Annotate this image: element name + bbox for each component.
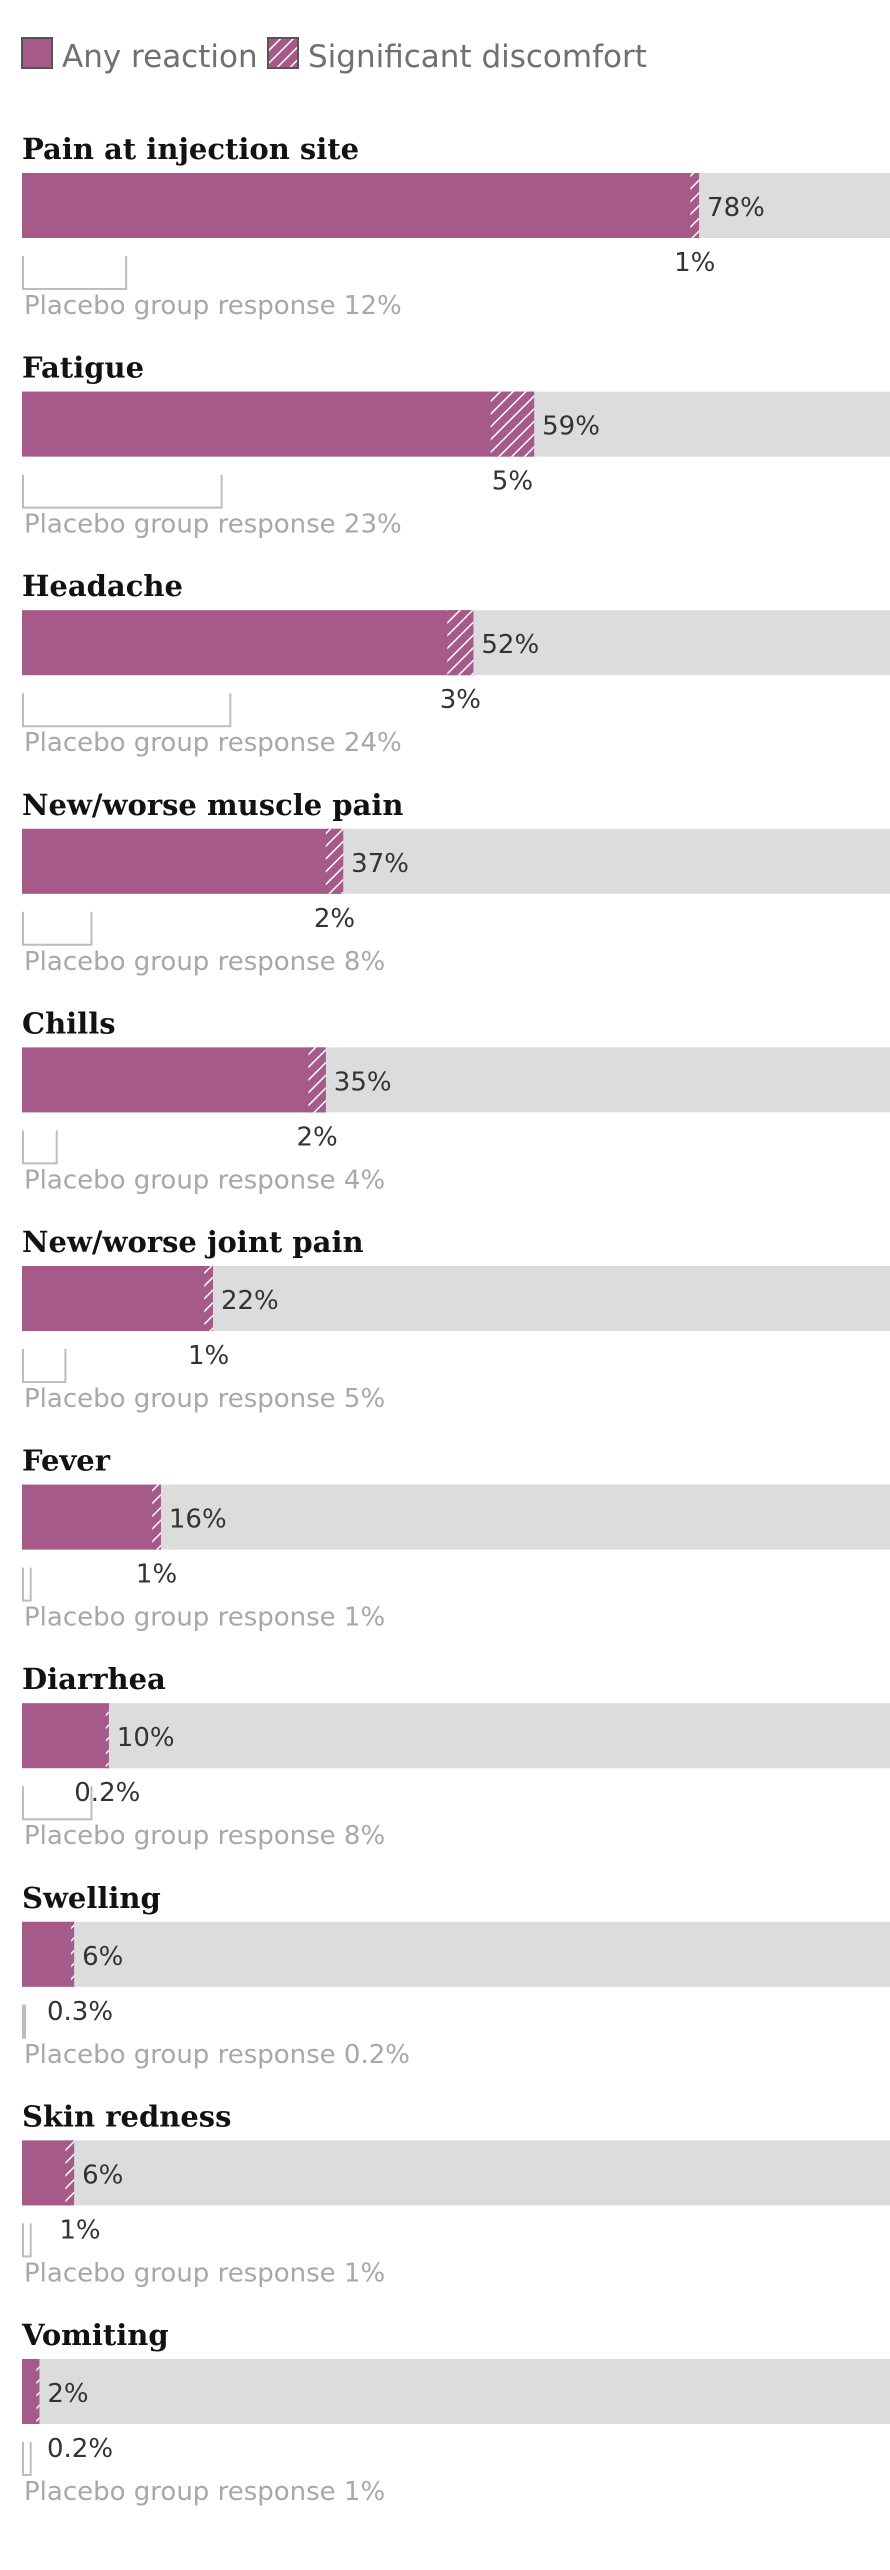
bar-any-reaction (22, 173, 700, 238)
value-label-discomfort: 5% (492, 467, 533, 497)
bar-significant-discomfort (447, 610, 474, 676)
bar-track (22, 2140, 890, 2206)
category-label: Pain at injection site (22, 132, 359, 166)
placebo-label: Placebo group response 0.2% (24, 2040, 410, 2070)
category-label: Fatigue (22, 351, 144, 385)
value-label-any-reaction: 59% (542, 412, 600, 442)
bar-any-reaction (22, 1266, 213, 1331)
placebo-bracket (22, 474, 223, 509)
value-label-discomfort: 1% (188, 1341, 229, 1371)
legend-label-any-reaction: Any reaction (62, 39, 258, 75)
category-label: New/worse joint pain (22, 1225, 364, 1259)
bar-any-reaction (22, 1703, 109, 1769)
value-label-any-reaction: 22% (221, 1286, 279, 1316)
value-label-discomfort: 1% (59, 2215, 100, 2245)
value-label-any-reaction: 37% (351, 849, 409, 879)
bar-any-reaction (22, 2359, 40, 2424)
bar-significant-discomfort (204, 1266, 213, 1331)
placebo-bracket (22, 1349, 67, 1383)
placebo-bracket (22, 256, 128, 290)
placebo-label: Placebo group response 8% (24, 1821, 385, 1851)
legend: Any reaction Significant discomfort (21, 37, 647, 75)
value-label-discomfort: 0.2% (47, 2434, 113, 2464)
placebo-label: Placebo group response 1% (24, 1603, 385, 1633)
bar-significant-discomfort (152, 1484, 161, 1550)
value-label-any-reaction: 6% (82, 2160, 123, 2190)
legend-swatch-significant-discomfort (267, 37, 299, 69)
value-label-discomfort: 1% (136, 1560, 177, 1590)
value-label-any-reaction: 10% (117, 1723, 175, 1753)
chart-rows: Pain at injection site 78% 1% Placebo group… (21, 132, 890, 2507)
placebo-label: Placebo group response 24% (24, 728, 402, 758)
bar-track (22, 1921, 890, 1987)
bar-significant-discomfort (490, 391, 535, 457)
placebo-bracket (22, 1786, 93, 1821)
bar-track (22, 2359, 890, 2424)
value-label-discomfort: 1% (674, 248, 715, 278)
placebo-label: Placebo group response 12% (24, 291, 402, 321)
value-label-discomfort: 3% (440, 685, 481, 715)
bar-any-reaction (22, 391, 535, 457)
value-label-any-reaction: 52% (481, 630, 539, 660)
category-label: Chills (22, 1006, 116, 1040)
bar-track (22, 1703, 890, 1769)
bar-significant-discomfort (36, 2359, 40, 2424)
placebo-label: Placebo group response 1% (24, 2477, 385, 2507)
value-label-any-reaction: 35% (334, 1067, 392, 1097)
placebo-bracket (22, 693, 232, 728)
value-label-discomfort: 2% (314, 904, 355, 934)
value-label-discomfort: 0.2% (74, 1778, 140, 1808)
placebo-label: Placebo group response 4% (24, 1165, 385, 1195)
category-label: Swelling (22, 1881, 161, 1915)
value-label-discomfort: 0.3% (47, 1997, 113, 2027)
placebo-label: Placebo group response 23% (24, 510, 402, 540)
category-label: Fever (22, 1444, 111, 1478)
placebo-label: Placebo group response 5% (24, 1384, 385, 1414)
bar-any-reaction (22, 1047, 326, 1113)
bar-significant-discomfort (105, 1703, 109, 1769)
bar-any-reaction (22, 1921, 75, 1987)
category-label: Skin redness (22, 2099, 231, 2133)
category-label: Diarrhea (22, 1662, 166, 1696)
bar-significant-discomfort (325, 828, 344, 894)
value-label-any-reaction: 78% (707, 193, 765, 223)
placebo-bracket (22, 911, 93, 946)
bar-significant-discomfort (65, 2140, 75, 2206)
bar-any-reaction (22, 828, 344, 894)
placebo-bracket (22, 1567, 32, 1602)
category-label: Vomiting (21, 2318, 169, 2352)
bar-track (22, 1484, 890, 1550)
placebo-bracket (22, 2442, 32, 2476)
category-label: New/worse muscle pain (22, 788, 403, 822)
placebo-label: Placebo group response 8% (24, 947, 385, 977)
category-label: Headache (22, 569, 183, 603)
value-label-any-reaction: 6% (82, 1942, 123, 1972)
placebo-label: Placebo group response 1% (24, 2258, 385, 2288)
legend-label-significant-discomfort: Significant discomfort (308, 39, 647, 75)
placebo-bracket (22, 2004, 26, 2039)
bar-significant-discomfort (690, 173, 700, 238)
legend-swatch-any-reaction (21, 37, 53, 69)
value-label-any-reaction: 16% (169, 1505, 227, 1535)
bar-significant-discomfort (71, 1921, 75, 1987)
bar-any-reaction (22, 1484, 161, 1550)
value-label-discomfort: 2% (296, 1122, 337, 1152)
placebo-bracket (22, 2223, 32, 2258)
placebo-bracket (22, 1130, 58, 1165)
bar-any-reaction (22, 610, 474, 676)
value-label-any-reaction: 2% (47, 2379, 88, 2409)
bar-significant-discomfort (308, 1047, 326, 1113)
